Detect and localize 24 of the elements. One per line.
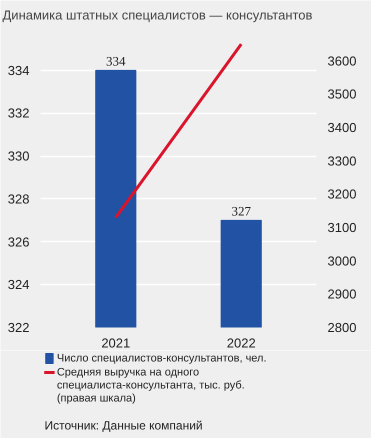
text: Источник: Данные компаний: [44, 418, 203, 432]
y2-tick-label: 3600: [328, 53, 356, 68]
y2-tick-label: 3300: [328, 153, 356, 168]
y-tick-label: 326: [8, 234, 30, 250]
data-label: 327: [231, 203, 252, 218]
y2-tick-label: 3200: [328, 186, 356, 202]
legend-label: Число специалистов-консультантов, чел.: [56, 352, 267, 364]
y2-tick-label: 3400: [328, 120, 356, 135]
y2-tick-label: 3500: [328, 86, 356, 102]
y-tick-label: 332: [8, 106, 30, 121]
y-tick-label: 330: [8, 148, 30, 164]
y2-tick-label: 3000: [328, 253, 356, 268]
data-label: 334: [106, 53, 126, 68]
chart-title: Динамика штатных специалистов — консультантов: [2, 8, 313, 22]
y2-tick-label: 2900: [328, 286, 356, 302]
y-tick-label: 322: [8, 320, 30, 335]
y-tick-label: 334: [8, 62, 30, 78]
y-tick-label: 324: [8, 277, 30, 292]
legend-label: Средняя выручка на одного специалиста-консультанта, тыс. руб. (правая шкала): [56, 366, 245, 404]
y-tick-label: 328: [8, 191, 30, 206]
x-tick-label: 2021: [101, 336, 130, 350]
x-tick-label: 2022: [226, 336, 256, 350]
y2-tick-label: 3100: [328, 220, 356, 235]
y2-tick-label: 2800: [328, 320, 356, 335]
